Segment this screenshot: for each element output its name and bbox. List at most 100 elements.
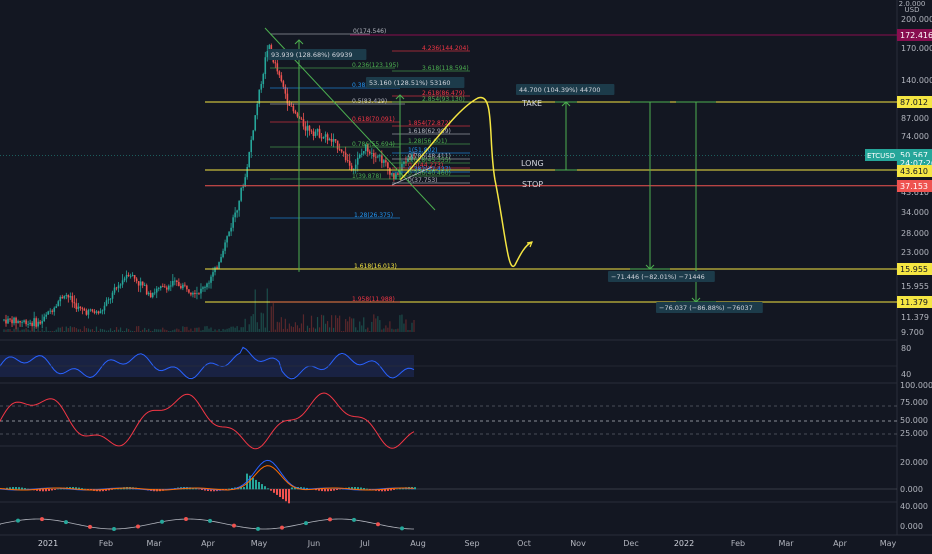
time-axis-label: May — [880, 539, 897, 548]
candle-body — [309, 126, 311, 131]
candle-body — [208, 283, 210, 284]
macd-histogram-bar — [291, 487, 293, 489]
candle-body — [47, 311, 49, 314]
candle-body — [106, 300, 108, 305]
candle-body — [301, 119, 303, 120]
candle-body — [385, 160, 387, 162]
candle-body — [275, 62, 277, 63]
macd-histogram-bar — [45, 489, 47, 491]
momentum-dot — [208, 519, 212, 523]
volume-bar — [401, 315, 402, 332]
volume-bar — [307, 326, 308, 332]
volume-bar — [291, 326, 292, 332]
volume-bar — [44, 331, 45, 332]
macd-histogram-bar — [48, 489, 50, 491]
candle-body — [39, 322, 41, 324]
time-axis-label: Aug — [410, 539, 426, 548]
candle-body — [315, 132, 317, 136]
volume-bar — [218, 329, 219, 332]
candle-body — [66, 295, 68, 296]
volume-bar — [327, 321, 328, 332]
macd-histogram-bar — [18, 487, 20, 489]
candle-body — [178, 282, 180, 286]
volume-bar — [196, 328, 197, 332]
candle-body — [190, 293, 192, 295]
candle-body — [222, 251, 224, 257]
price-tick-label: 15.955 — [901, 282, 929, 291]
osc-tick-label: 50.000 — [900, 416, 928, 425]
candle-body — [130, 276, 132, 277]
volume-bar — [134, 331, 135, 332]
candle-body — [212, 272, 214, 277]
volume-bar — [88, 328, 89, 332]
candle-body — [164, 286, 166, 287]
take-label: TAKE — [521, 99, 542, 108]
volume-bar — [152, 331, 153, 332]
volume-bar — [182, 326, 183, 332]
volume-bar — [206, 326, 207, 332]
price-tick-label: 200.000 — [901, 15, 932, 24]
volume-bar — [118, 330, 119, 332]
volume-bar — [247, 331, 248, 332]
macd-signal-line — [0, 466, 414, 490]
volume-bar — [96, 327, 97, 332]
momentum-tick-label: 0.000 — [900, 522, 923, 531]
candle-body — [184, 285, 186, 286]
volume-bar — [391, 329, 392, 332]
candle-body — [363, 151, 365, 153]
fib-level-label: 1.618(16.013) — [354, 263, 397, 270]
candle-body — [160, 286, 162, 288]
volume-bar — [92, 329, 93, 332]
volume-bar — [160, 329, 161, 332]
volume-bar — [42, 329, 43, 332]
time-axis-label: Jun — [307, 539, 321, 548]
candle-body — [186, 286, 188, 290]
volume-bar — [259, 329, 260, 332]
candle-body — [126, 275, 128, 279]
candle-body — [202, 287, 204, 288]
volume-bar — [241, 327, 242, 332]
fib-ext-label: 3.618(118.594) — [422, 65, 469, 72]
candle-body — [281, 75, 283, 81]
price-badge-label: 87.012 — [900, 98, 928, 107]
macd-histogram-bar — [366, 489, 368, 490]
volume-bar — [154, 329, 155, 332]
volume-bar — [114, 330, 115, 332]
candle-body — [158, 288, 160, 289]
volume-bar — [353, 318, 354, 332]
candle-body — [134, 275, 136, 279]
candle-body — [166, 287, 168, 289]
volume-bar — [305, 331, 306, 332]
volume-bar — [98, 331, 99, 332]
candle-body — [192, 293, 194, 295]
long-label: LONG — [521, 159, 544, 168]
candle-body — [313, 132, 315, 136]
volume-bar — [84, 326, 85, 332]
candle-body — [9, 319, 11, 320]
candle-body — [13, 318, 15, 323]
candle-body — [78, 307, 80, 309]
candle-body — [96, 311, 98, 312]
volume-bar — [409, 330, 410, 332]
time-axis-label: Nov — [570, 539, 586, 548]
volume-bar — [224, 330, 225, 332]
candle-body — [321, 138, 323, 139]
macd-histogram-bar — [258, 482, 260, 489]
candle-body — [337, 141, 339, 150]
volume-bar — [411, 323, 412, 332]
time-axis-label: Jul — [359, 539, 370, 548]
candle-body — [196, 293, 198, 294]
volume-bar — [243, 327, 244, 332]
measure-label: 53.160 (128.51%) 53160 — [369, 79, 451, 87]
candle-body — [200, 289, 202, 294]
candle-body — [379, 155, 381, 156]
volume-bar — [361, 325, 362, 332]
volume-bar — [74, 327, 75, 332]
volume-bar — [257, 322, 258, 332]
candle-body — [283, 81, 285, 87]
candle-body — [204, 287, 206, 288]
candle-body — [277, 63, 279, 71]
momentum-dot — [232, 524, 236, 528]
